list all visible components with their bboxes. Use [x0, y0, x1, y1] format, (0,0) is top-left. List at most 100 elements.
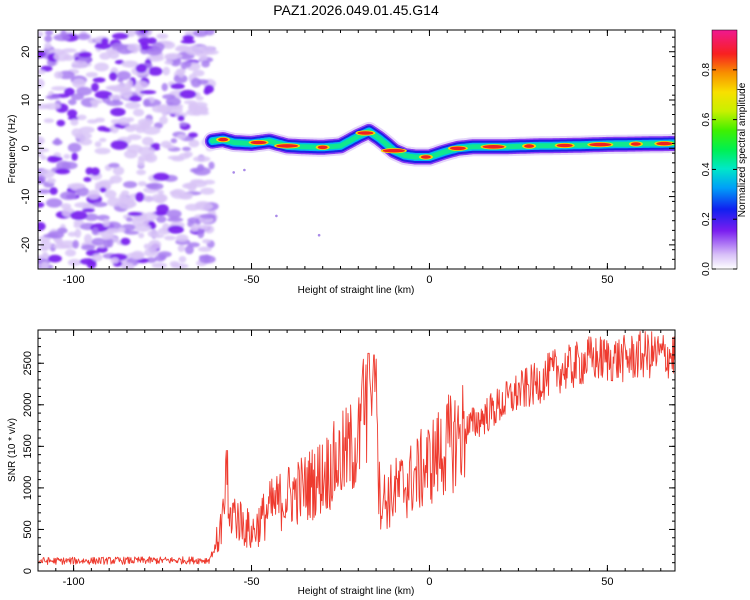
noise-blob [38, 78, 45, 89]
noise-blob [118, 193, 127, 202]
noise-blob [202, 239, 211, 244]
noise-blob [198, 246, 212, 252]
noise-blob [184, 245, 194, 255]
noise-blob [118, 226, 126, 233]
noise-blob [84, 213, 99, 221]
noise-blob [91, 82, 99, 92]
noise-blob [99, 187, 107, 193]
noise-blob [139, 30, 149, 34]
noise-blob [184, 37, 193, 43]
noise-blob [146, 257, 157, 263]
noise-blob [110, 119, 121, 124]
colorbar-ticks: 0.0 0.2 0.4 0.6 0.8 [701, 62, 737, 276]
noise-blob [145, 183, 160, 188]
ridge-peak-red [420, 155, 431, 159]
noise-blob [184, 60, 192, 68]
noise-blob [199, 55, 208, 62]
noise-blob [64, 87, 75, 96]
noise-blob [71, 60, 88, 69]
noise-blob [161, 83, 168, 92]
noise-blob [94, 147, 111, 155]
noise-blob [67, 258, 82, 267]
noise-blob [76, 33, 91, 40]
noise-blob [152, 172, 170, 181]
noise-blob [51, 86, 68, 91]
spectrogram-y-tick-label: 0 [20, 145, 32, 151]
spectrogram-speck [275, 214, 278, 218]
noise-blob [191, 180, 208, 188]
noise-blob [67, 231, 78, 237]
noise-blob [61, 48, 77, 53]
frequency-ridge [202, 121, 675, 237]
noise-blob [177, 115, 185, 122]
noise-blob [193, 30, 208, 37]
noise-blob [156, 33, 169, 39]
noise-blob [197, 164, 205, 172]
colorbar-label: Normalized spectral amplitude [737, 82, 748, 217]
noise-blob [190, 77, 202, 88]
noise-blob [178, 192, 194, 199]
noise-blob [160, 140, 172, 148]
noise-blob [157, 251, 172, 258]
spectrogram-frame [37, 29, 676, 270]
noise-blob [120, 237, 131, 246]
snr-y-tick-label: 1000 [22, 476, 34, 500]
noise-blob [126, 79, 134, 90]
snr-y-tick-label: 0 [22, 568, 34, 574]
noise-blob [53, 51, 70, 62]
figure-title: PAZ1.2026.049.01.45.G14 [273, 2, 439, 18]
noise-blob [201, 60, 210, 68]
noise-blob [142, 196, 156, 202]
noise-blob [179, 122, 188, 127]
noise-blob [94, 42, 112, 50]
noise-blob [167, 217, 184, 222]
noise-blob [139, 90, 157, 95]
noise-blob [55, 168, 71, 175]
noise-blob [138, 37, 152, 45]
snr-y-tick-label: 1500 [22, 434, 34, 458]
noise-blob [185, 45, 203, 56]
ridge-peak-red [630, 142, 641, 146]
noise-blob [165, 97, 181, 107]
noise-blob [86, 119, 99, 124]
noise-blob [76, 187, 90, 197]
noise-blob [127, 43, 142, 52]
noise-blob [86, 259, 97, 269]
noise-blob [200, 187, 215, 195]
noise-blob [109, 175, 123, 184]
noise-blob [137, 181, 147, 187]
noise-blob [171, 156, 185, 162]
noise-blob [166, 209, 182, 219]
noise-blob [123, 181, 138, 189]
colorbar-tick-label: 0.6 [701, 112, 712, 126]
noise-blob [112, 32, 129, 40]
noise-blob [192, 69, 205, 77]
spectrogram-y-tick-label: -10 [20, 189, 32, 205]
spectrogram-y-tick-label: 20 [20, 46, 32, 58]
noise-blob [60, 203, 72, 210]
noise-blob [143, 98, 151, 107]
noise-blob [38, 222, 46, 231]
noise-blob [54, 137, 61, 146]
noise-blob [49, 187, 58, 195]
noise-blob [92, 77, 106, 83]
noise-blob [126, 217, 133, 222]
noise-blob [154, 196, 166, 204]
noise-blob [97, 125, 108, 132]
noise-region [38, 30, 219, 269]
colorbar-gradient [711, 29, 738, 270]
noise-blob [159, 116, 168, 125]
noise-blob [91, 100, 99, 108]
spectrogram-y-tick-label: -20 [20, 237, 32, 253]
noise-blob [101, 231, 114, 240]
spectrogram-speck [317, 233, 321, 237]
noise-blob [38, 148, 50, 153]
noise-blob [190, 224, 202, 230]
noise-blob [108, 162, 120, 168]
noise-blob [110, 140, 129, 150]
noise-blob [79, 138, 93, 146]
noise-blob [70, 93, 84, 101]
noise-blob [56, 160, 71, 171]
